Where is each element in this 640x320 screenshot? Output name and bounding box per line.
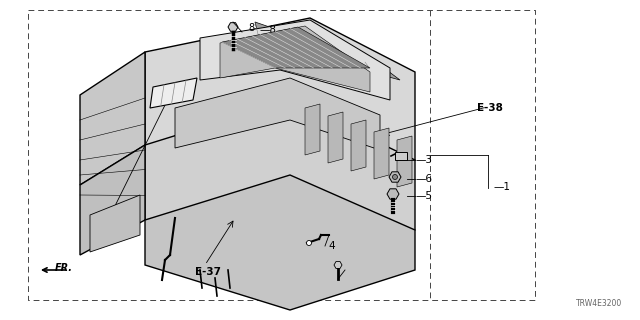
Polygon shape	[334, 261, 342, 268]
Polygon shape	[145, 18, 415, 195]
Polygon shape	[305, 104, 320, 155]
Polygon shape	[80, 52, 145, 185]
Text: FR.: FR.	[55, 263, 73, 273]
Text: —6: —6	[416, 174, 433, 184]
Text: 4: 4	[328, 241, 335, 251]
Polygon shape	[80, 145, 145, 255]
Polygon shape	[328, 112, 343, 163]
Text: TRW4E3200: TRW4E3200	[576, 299, 622, 308]
Polygon shape	[145, 100, 415, 280]
Text: —5: —5	[416, 191, 433, 201]
Polygon shape	[222, 27, 370, 68]
Polygon shape	[374, 128, 389, 179]
Text: —1: —1	[494, 182, 511, 192]
Text: 8: 8	[248, 23, 254, 33]
Text: —8: —8	[260, 25, 277, 35]
Text: E-37: E-37	[195, 267, 221, 277]
Polygon shape	[200, 20, 390, 100]
Polygon shape	[90, 195, 140, 252]
Text: E-38: E-38	[477, 103, 503, 113]
Polygon shape	[397, 136, 412, 187]
Text: —3: —3	[416, 155, 433, 165]
Polygon shape	[220, 26, 370, 92]
Polygon shape	[175, 78, 380, 150]
Polygon shape	[228, 23, 238, 31]
Polygon shape	[389, 172, 401, 182]
Text: 2: 2	[104, 213, 110, 223]
Polygon shape	[351, 120, 366, 171]
Polygon shape	[145, 175, 415, 310]
Circle shape	[307, 241, 312, 245]
Polygon shape	[255, 22, 400, 80]
Polygon shape	[395, 152, 407, 160]
Polygon shape	[150, 78, 197, 108]
Circle shape	[392, 174, 397, 180]
Polygon shape	[387, 189, 399, 199]
